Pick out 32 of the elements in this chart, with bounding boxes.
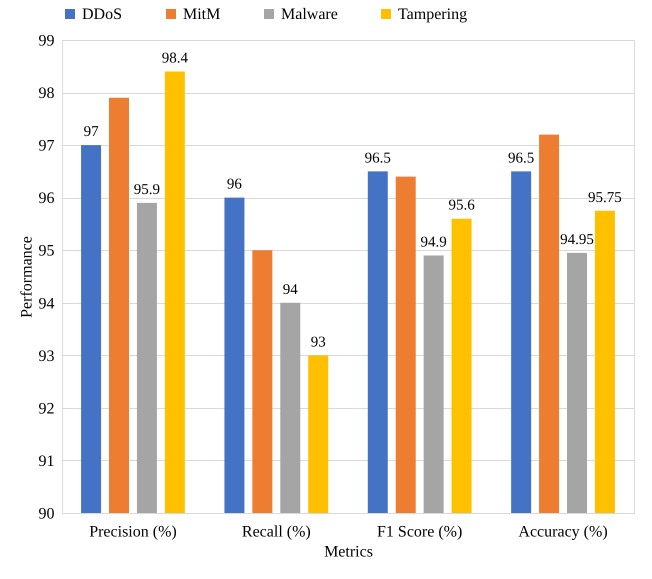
- x-tick-label: Recall (%): [242, 524, 311, 540]
- y-tick-label: 94: [38, 295, 54, 312]
- data-label: 98.4: [162, 50, 188, 67]
- data-label: 95.75: [588, 190, 622, 206]
- data-label: 95.9: [134, 182, 160, 198]
- data-label: 96.5: [364, 150, 391, 166]
- x-axis-title: Metrics: [324, 544, 373, 560]
- y-axis-title: Performance: [18, 236, 36, 318]
- y-tick-label: 90: [38, 506, 54, 522]
- x-tick-label: Precision (%): [89, 524, 177, 540]
- data-label: 93: [310, 334, 326, 350]
- y-tick-label: 98: [38, 85, 54, 102]
- data-label: 94: [282, 282, 298, 298]
- y-tick-label: 97: [38, 138, 54, 155]
- y-tick-label: 91: [38, 452, 54, 470]
- x-tick-label: Accuracy (%): [518, 524, 608, 540]
- y-tick-label: 92: [38, 400, 54, 418]
- y-tick-label: 99: [38, 32, 54, 50]
- legend-label: DDoS: [82, 6, 122, 23]
- legend-label: MitM: [183, 6, 220, 23]
- data-label: 96: [226, 176, 242, 193]
- x-tick-label: F1 Score (%): [377, 524, 462, 540]
- data-label: 95.6: [448, 198, 476, 214]
- y-tick-label: 93: [38, 348, 54, 365]
- y-tick-label: 96: [38, 190, 54, 208]
- data-label: 96.5: [508, 150, 534, 166]
- y-tick-label: 95: [38, 242, 54, 260]
- legend-label: Malware: [281, 6, 338, 23]
- legend-label: Tampering: [398, 6, 468, 23]
- data-label: 94.95: [560, 232, 594, 248]
- data-label: 97: [84, 124, 100, 140]
- data-label: 94.9: [420, 234, 447, 250]
